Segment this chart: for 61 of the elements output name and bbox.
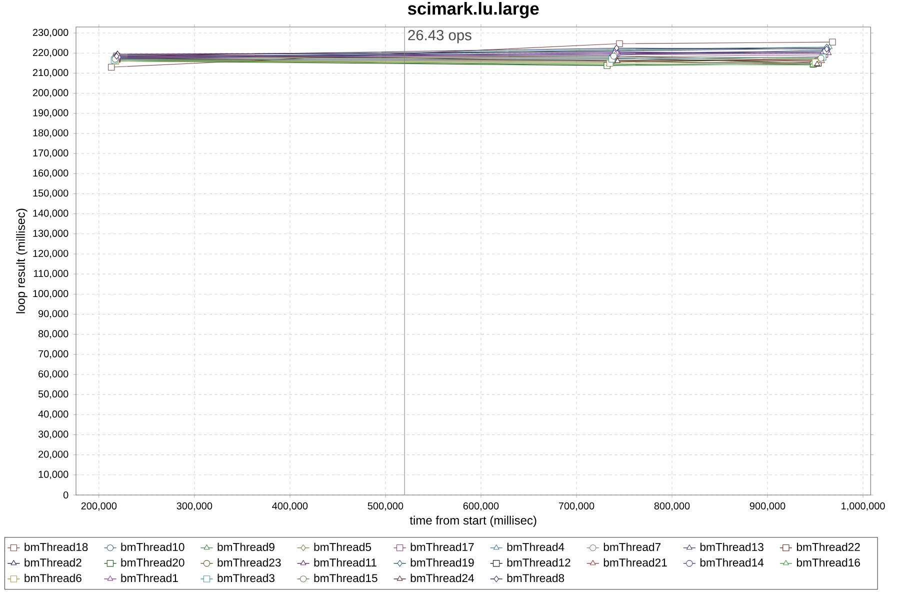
y-tick-label: 180,000 [33, 129, 68, 138]
legend-label: bmThread20 [121, 558, 184, 567]
legend-label: bmThread21 [604, 558, 667, 567]
ref-line-label: 26.43 ops [408, 30, 472, 44]
y-tick-label: 100,000 [33, 290, 68, 298]
x-tick-label: 400,000 [272, 502, 308, 511]
legend-label: bmThread12 [507, 558, 570, 567]
legend-label: bmThread18 [24, 542, 88, 552]
legend-label: bmThread8 [507, 574, 564, 582]
x-tick-label: 600,000 [463, 502, 499, 511]
y-tick-label: 130,000 [33, 230, 68, 238]
legend-label: bmThread1 [121, 574, 178, 582]
legend-label: bmThread7 [604, 542, 661, 552]
y-tick-label: 200,000 [32, 89, 68, 98]
y-tick-label: 230,000 [32, 28, 68, 38]
legend-label: bmThread17 [410, 542, 474, 552]
legend-label: bmThread5 [314, 542, 372, 552]
legend-label: bmThread10 [121, 542, 184, 552]
y-tick-label: 150,000 [33, 190, 68, 198]
y-tick-label: 30,000 [38, 430, 68, 439]
legend-label: bmThread23 [218, 558, 281, 567]
x-tick-label: 900,000 [750, 502, 786, 511]
legend-label: bmThread16 [796, 558, 860, 567]
y-tick-label: 70,000 [38, 350, 68, 359]
x-tick-label: 800,000 [654, 502, 690, 511]
legend-label: bmThread13 [700, 542, 764, 552]
y-tick-label: 170,000 [33, 149, 68, 158]
y-tick-label: 190,000 [33, 109, 68, 118]
y-tick-label: 0 [63, 491, 68, 499]
y-tick-label: 40,000 [38, 410, 68, 419]
x-tick-label: 300,000 [176, 502, 212, 511]
x-tick-label: 700,000 [558, 502, 594, 511]
legend-label: bmThread9 [218, 542, 274, 552]
y-tick-label: 210,000 [32, 69, 68, 78]
x-tick-label: 500,000 [368, 502, 404, 511]
legend-label: bmThread14 [700, 558, 764, 567]
y-tick-label: 50,000 [38, 390, 68, 399]
legend-label: bmThread11 [314, 558, 376, 567]
x-axis-title: time from start (millisec) [410, 516, 536, 527]
y-tick-label: 10,000 [38, 470, 68, 480]
legend-label: bmThread3 [218, 574, 274, 582]
y-tick-label: 110,000 [34, 270, 68, 278]
y-axis-title: loop result (millisec) [16, 208, 28, 314]
y-tick-label: 60,000 [38, 370, 68, 379]
y-tick-label: 120,000 [33, 250, 68, 258]
chart-title: scimark.lu.large [408, 2, 539, 18]
legend-label: bmThread22 [796, 542, 860, 552]
y-tick-label: 220,000 [32, 48, 68, 58]
legend-label: bmThread6 [24, 574, 82, 582]
legend-label: bmThread24 [410, 574, 474, 582]
y-tick-label: 160,000 [33, 169, 68, 178]
y-tick-label: 20,000 [38, 450, 68, 459]
legend-label: bmThread15 [314, 574, 378, 582]
legend-label: bmThread4 [507, 542, 564, 552]
y-tick-label: 140,000 [33, 210, 68, 218]
y-tick-label: 90,000 [38, 310, 68, 318]
legend-label: bmThread19 [410, 558, 474, 567]
x-tick-label: 1,000,000 [842, 502, 885, 511]
y-tick-label: 80,000 [38, 330, 68, 338]
x-tick-label: 200,000 [81, 502, 117, 511]
legend-label: bmThread2 [24, 558, 82, 567]
